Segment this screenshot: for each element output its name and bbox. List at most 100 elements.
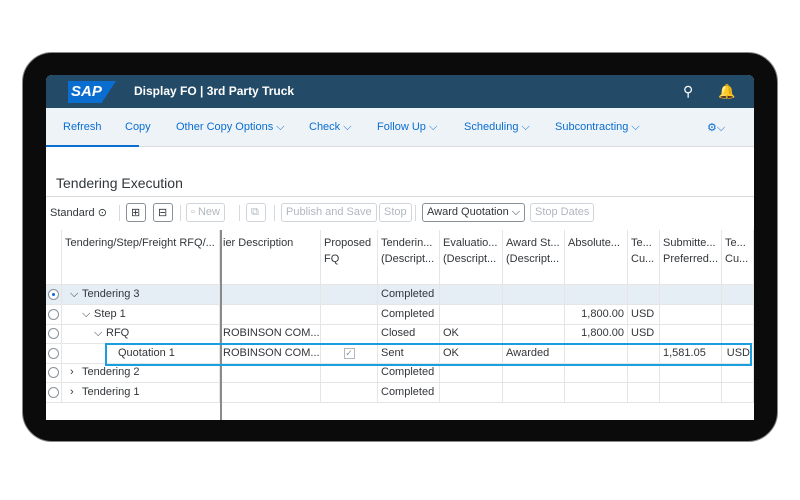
row-radio[interactable] [48, 367, 59, 379]
column-header[interactable]: Evaluatio... (Descript... [440, 230, 503, 285]
table-cell: USD [628, 324, 660, 345]
row-select[interactable] [46, 304, 62, 325]
table-row[interactable]: › Tendering 1 Completed [46, 383, 754, 403]
column-header-line1: Te... [725, 237, 746, 249]
node-name: RFQ [106, 327, 130, 340]
table-cell [321, 304, 378, 325]
expander-icon[interactable]: ⌵ [82, 307, 91, 320]
column-header[interactable]: Tenderin... (Descript... [378, 230, 440, 285]
highlight-box [105, 343, 752, 366]
table-row[interactable]: ⌵ Step 1 Completed 1,800.00 USD [46, 304, 754, 325]
expand-all-icon[interactable]: ⊞ [126, 203, 146, 222]
row-radio[interactable] [48, 387, 59, 398]
table-cell: OK [440, 324, 503, 345]
collapse-all-icon[interactable]: ⊟ [153, 203, 173, 222]
table-cell [220, 304, 321, 325]
expander-icon[interactable]: › [70, 386, 74, 398]
row-radio[interactable] [48, 328, 59, 340]
separator [180, 205, 181, 221]
new-label: New [197, 206, 220, 218]
cell-value: ROBINSON COM... [223, 346, 320, 359]
app-title: Display FO | 3rd Party Truck [134, 84, 295, 98]
column-header[interactable]: Te... Cu... [628, 230, 660, 285]
search-icon[interactable]: ⚲ [683, 83, 694, 99]
follow-up-menu[interactable]: Follow Up ⌵ [377, 121, 438, 133]
table-cell [321, 285, 378, 305]
table-cell [565, 363, 628, 384]
cell-value: USD [631, 327, 655, 340]
column-header-line1: Submitte... [663, 237, 716, 249]
column-header-select [46, 230, 62, 285]
column-header[interactable]: Award St... (Descript... [503, 230, 565, 285]
column-header-line2: Cu... [631, 253, 655, 265]
column-header[interactable]: Te... Cu... [722, 230, 754, 285]
column-header-line1: Absolute... [568, 237, 620, 249]
column-header[interactable]: ier Description [220, 230, 321, 285]
expander-icon[interactable]: ⌵ [94, 327, 103, 340]
table-cell [503, 363, 565, 384]
expander-icon[interactable]: ⌵ [70, 288, 79, 300]
node-name: Tendering 1 [82, 386, 140, 398]
settings-gear-icon[interactable]: ⚙⌵ [707, 122, 726, 134]
copy-button[interactable]: Copy [125, 121, 151, 133]
row-select[interactable] [46, 324, 62, 345]
bell-icon[interactable]: 🔔 [718, 83, 736, 99]
table-cell [440, 383, 503, 403]
cell-value: Closed [381, 327, 416, 340]
cell-value: USD [726, 346, 750, 359]
scheduling-menu[interactable]: Scheduling ⌵ [464, 121, 530, 133]
column-header-line2: (Descript... [506, 253, 560, 265]
separator [415, 205, 416, 221]
expander-icon[interactable]: › [70, 366, 74, 379]
variant-selector[interactable]: Standard ⊙ [50, 207, 107, 219]
column-header-line2: (Descript... [381, 253, 435, 265]
table-cell: ROBINSON COM... [220, 343, 321, 364]
award-quotation-button[interactable]: Award Quotation ⌵ [422, 203, 526, 222]
sap-logo: SAP [68, 81, 116, 103]
table-cell [503, 324, 565, 345]
toolbar: Refresh Copy Other Copy Options ⌵ Check … [46, 108, 754, 147]
other-copy-options-menu[interactable]: Other Copy Options ⌵ [176, 121, 285, 133]
cell-value: ROBINSON COM... [223, 327, 320, 340]
column-header[interactable]: Proposed FQ [321, 230, 378, 285]
column-header[interactable]: Submitte... Preferred... [660, 230, 722, 285]
stop-dates-button[interactable]: Stop Dates [530, 203, 595, 222]
node-cell: › Tendering 2 [62, 363, 220, 384]
subcontracting-menu[interactable]: Subcontracting ⌵ [555, 121, 640, 133]
table-cell: 1,800.00 [565, 304, 628, 325]
fixed-column-divider[interactable] [220, 230, 222, 420]
table-cell [220, 383, 321, 403]
check-menu[interactable]: Check ⌵ [309, 121, 352, 133]
table-row[interactable]: › Tendering 2 Completed [46, 363, 754, 384]
column-header[interactable]: Tendering/Step/Freight RFQ/... [62, 230, 220, 285]
copy-icon[interactable]: ⧉ [246, 203, 266, 222]
table-cell [722, 285, 754, 305]
row-radio[interactable] [48, 347, 59, 359]
table-cell [722, 304, 754, 325]
table-cell: 1,800.00 [565, 324, 628, 345]
table-cell: Sent [378, 343, 440, 364]
column-header[interactable]: Absolute... [565, 230, 628, 285]
row-select[interactable] [46, 343, 62, 364]
new-button[interactable]: ▫ New [186, 203, 225, 222]
node-cell: ⌵ RFQ [62, 324, 220, 345]
table-cell [321, 363, 378, 384]
refresh-button[interactable]: Refresh [63, 121, 102, 133]
table-row[interactable]: ⌵ Tendering 3 Completed [46, 285, 754, 305]
table-cell [565, 285, 628, 305]
stop-button[interactable]: Stop [379, 203, 412, 222]
row-radio[interactable] [48, 308, 59, 320]
table-cell [722, 383, 754, 403]
publish-and-save-button[interactable]: Publish and Save [281, 203, 377, 222]
table-row[interactable]: ⌵ RFQ ROBINSON COM... Closed OK 1,800.00 USD [46, 324, 754, 345]
table-cell: Closed [378, 324, 440, 345]
table-cell: OK [440, 343, 503, 364]
table-row[interactable]: Quotation 1 ROBINSON COM... ✓ Sent OK Awarded… [46, 343, 754, 364]
row-select[interactable] [46, 285, 62, 305]
table-cell [503, 304, 565, 325]
row-radio[interactable] [48, 289, 59, 300]
table-cell [628, 363, 660, 384]
proposed-checkbox[interactable]: ✓ [343, 347, 355, 359]
row-select[interactable] [46, 363, 62, 384]
row-select[interactable] [46, 383, 62, 403]
